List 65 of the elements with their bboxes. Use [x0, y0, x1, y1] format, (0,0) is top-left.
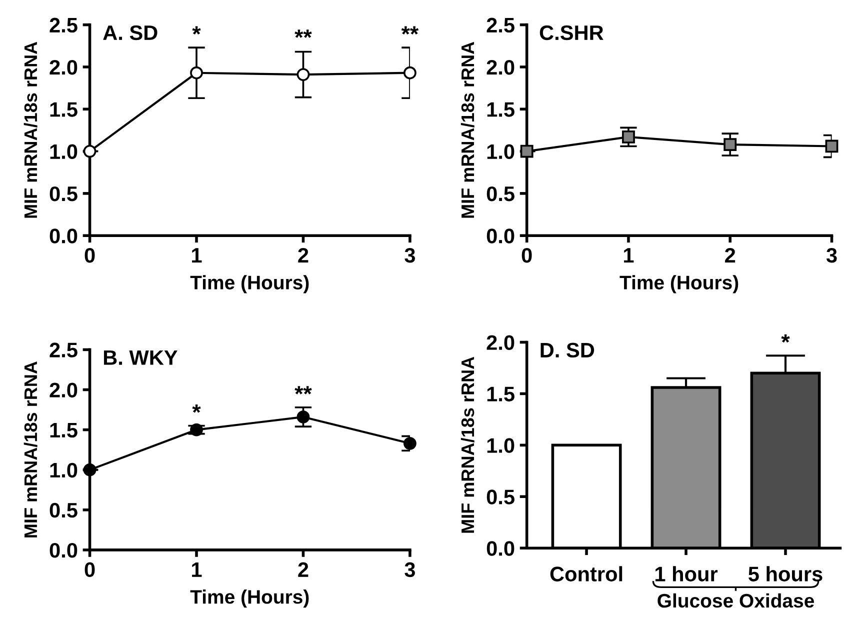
y-tick-label: 0.5: [486, 186, 514, 202]
y-tick-label: 0.5: [486, 490, 514, 504]
x-tick-label: 1 hour: [656, 566, 718, 582]
y-tick-label: 0.0: [50, 228, 78, 244]
annotation: **: [294, 386, 312, 394]
y-tick-label: 2.0: [486, 60, 514, 75]
y-axis-title: MIF mRNA/18s rRNA: [24, 361, 38, 538]
y-tick-label: 2.5: [50, 342, 78, 358]
x-tick-label: 1: [192, 248, 202, 263]
chart-title: C.SHR: [540, 25, 604, 40]
y-tick-label: 2.0: [50, 60, 78, 75]
y-axis-title: MIF mRNA/18s rRNA: [24, 42, 38, 218]
x-tick-label: 5 hours: [748, 566, 822, 582]
y-axis-title: MIF mRNA/18s rRNA: [460, 42, 474, 218]
point: [296, 410, 310, 424]
x-tick-label: 2: [298, 562, 308, 577]
point: [403, 436, 416, 450]
chart-title: B. WKY: [104, 350, 178, 365]
annotation: **: [401, 26, 419, 35]
y-tick-label: 1.5: [50, 102, 78, 117]
y-tick-label: 1.5: [487, 386, 514, 402]
x-axis-title: Time (Hours): [620, 275, 738, 294]
y-tick-label: 0.5: [50, 502, 78, 518]
y-tick-label: 2.5: [486, 18, 514, 33]
point: [190, 66, 203, 80]
text: Glucose Oxidase: [658, 593, 814, 608]
point: [190, 423, 203, 436]
x-tick-label: 1: [624, 248, 634, 263]
x-axis-title: Time (Hours): [190, 275, 309, 294]
y-axis-title: MIF mRNA/18s rRNA: [460, 356, 474, 533]
point: [622, 130, 635, 144]
y-tick-label: 1.5: [50, 423, 78, 438]
y-tick-label: 1.0: [50, 144, 78, 160]
y-tick-label: 1.5: [487, 102, 514, 117]
x-tick-label: 2: [725, 248, 736, 263]
x-tick-label: 1: [192, 562, 202, 577]
x-tick-label: 2: [298, 248, 308, 263]
y-tick-label: 0.5: [50, 186, 78, 202]
y-tick-label: 0.0: [486, 541, 514, 556]
point: [403, 66, 416, 80]
x-tick-label: 3: [404, 562, 415, 578]
y-tick-label: 2.5: [50, 18, 78, 33]
x-tick-label: 0: [84, 562, 95, 578]
x-axis-title: Time (Hours): [190, 590, 309, 608]
y-tick-label: 1.0: [50, 462, 78, 478]
y-tick-label: 0.0: [486, 228, 514, 244]
annotation: *: [781, 334, 790, 343]
y-tick-label: 1.0: [487, 438, 514, 453]
y-tick-label: 2.0: [486, 335, 514, 350]
annotation: *: [192, 26, 201, 35]
chart-title: D. SD: [540, 342, 594, 358]
point: [296, 68, 310, 82]
x-tick-label: 3: [826, 248, 837, 263]
chart-title: A. SD: [103, 25, 158, 40]
x-tick-label: 3: [404, 248, 415, 263]
x-tick-label: 0: [84, 248, 95, 263]
point: [825, 140, 838, 153]
y-tick-label: 1.0: [487, 144, 514, 160]
point: [724, 138, 737, 151]
y-tick-label: 2.0: [50, 382, 78, 398]
y-tick-label: 0.0: [50, 542, 78, 558]
annotation: *: [192, 404, 201, 413]
x-tick-label: 0: [522, 248, 532, 263]
x-tick-label: Control: [550, 566, 622, 582]
annotation: **: [294, 30, 312, 38]
